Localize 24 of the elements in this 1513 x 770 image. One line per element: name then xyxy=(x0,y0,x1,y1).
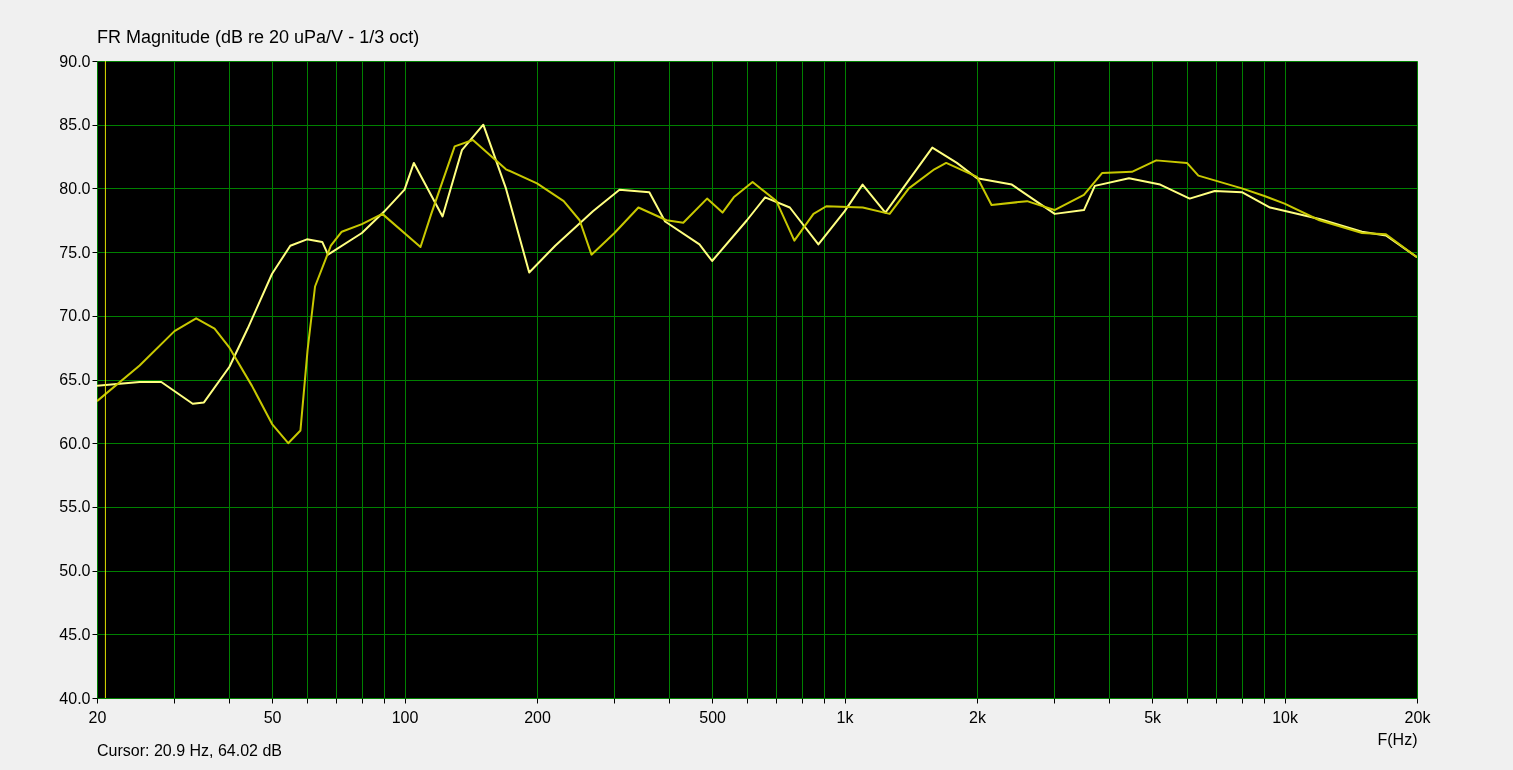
y-tick-label: 75.0 xyxy=(59,243,91,261)
x-tick-label: 2k xyxy=(969,708,987,726)
y-tick-label: 55.0 xyxy=(59,498,91,516)
x-tick-label: 20 xyxy=(88,708,107,726)
x-tick-label: 100 xyxy=(391,708,419,726)
y-tick-label: 70.0 xyxy=(59,307,91,325)
x-tick-label: 20k xyxy=(1404,708,1432,726)
x-axis-title: F(Hz) xyxy=(1377,730,1418,748)
x-tick-label: 50 xyxy=(263,708,282,726)
y-tick-label: 50.0 xyxy=(59,562,91,580)
y-tick-label: 45.0 xyxy=(59,625,91,643)
y-tick-label: 40.0 xyxy=(59,689,91,707)
x-tick-label: 500 xyxy=(699,708,727,726)
text: Cursor: 20.9 Hz, 64.02 dB xyxy=(97,742,282,759)
y-tick-label: 65.0 xyxy=(59,371,91,388)
x-tick-label: 10k xyxy=(1272,708,1299,726)
y-tick-label: 80.0 xyxy=(59,179,91,197)
chart-title: FR Magnitude (dB re 20 uPa/V - 1/3 oct) xyxy=(97,27,420,47)
x-tick-label: 5k xyxy=(1144,708,1163,726)
x-tick-label: 1k xyxy=(836,708,855,726)
y-tick-label: 60.0 xyxy=(59,434,91,452)
y-tick-label: 85.0 xyxy=(59,116,91,134)
x-tick-label: 200 xyxy=(524,708,551,726)
y-tick-label: 90.0 xyxy=(59,52,91,70)
